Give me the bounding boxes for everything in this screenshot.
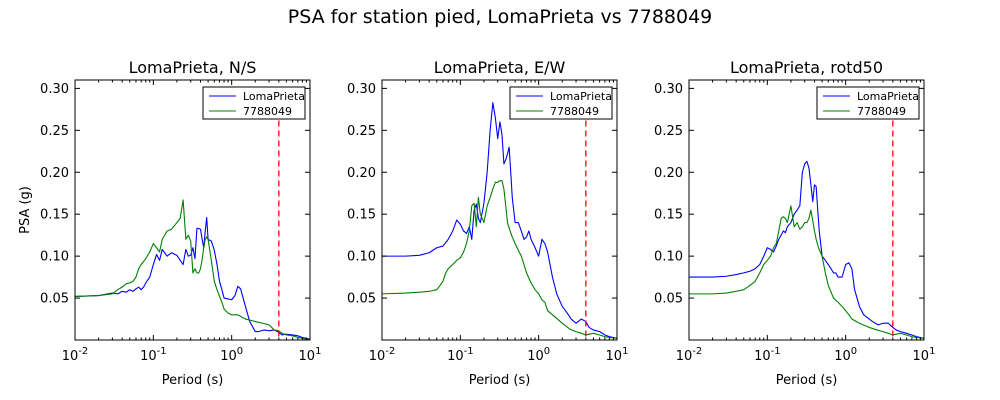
x-tick-label: 10-1 — [447, 346, 474, 364]
y-tick-label: 0.15 — [40, 208, 69, 223]
legend-box — [202, 86, 306, 120]
x-tick-label: 10-2 — [369, 346, 396, 364]
series-line-lomaprieta — [689, 160, 925, 339]
x-tick-label: 100 — [834, 346, 857, 364]
series-line-7788049 — [381, 180, 618, 339]
x-tick-label: 101 — [299, 346, 322, 364]
y-tick-label: 0.10 — [40, 250, 69, 265]
y-tick-label: 0.05 — [654, 292, 683, 307]
y-tick-label: 0.25 — [40, 124, 69, 139]
plot-area: 0.05 0.10 0.15 0.20 0.25 0.30 10-2 10-1 100 101 — [40, 79, 322, 364]
x-axis-label: Period (s) — [776, 373, 838, 388]
legend-label-7788049: 7788049 — [857, 105, 906, 118]
axes-frame — [688, 79, 925, 341]
plot-area: 0.05 0.10 0.15 0.20 0.25 0.30 10-2 10-1 100 101 — [654, 79, 936, 364]
series-line-7788049 — [689, 205, 925, 339]
panel-rotd50: LomaPrieta, rotd50 0.050.100.150.200.250… — [654, 58, 935, 388]
figure-title: PSA for station pied, LomaPrieta vs 7788… — [288, 6, 713, 28]
x-axis-label: Period (s) — [162, 373, 224, 388]
panel-title: LomaPrieta, E/W — [434, 58, 566, 77]
y-tick-label: 0.20 — [347, 166, 376, 181]
axes-frame — [381, 79, 618, 341]
x-tick-label: 100 — [220, 346, 243, 364]
y-axis-label: PSA (g) — [18, 186, 33, 234]
series-line-lomaprieta — [74, 217, 311, 340]
legend-label-7788049: 7788049 — [243, 105, 292, 118]
x-tick-label: 10-2 — [62, 346, 89, 364]
y-tick-label: 0.05 — [347, 292, 376, 307]
y-tick-label: 0.20 — [40, 166, 69, 181]
plot-area: 0.05 0.10 0.15 0.20 0.25 0.30 10-2 10-1 100 101 — [347, 79, 629, 364]
y-tick-label: 0.25 — [654, 124, 683, 139]
y-tick-label: 0.05 — [40, 292, 69, 307]
legend-box — [509, 86, 613, 120]
y-tick-label: 0.30 — [347, 82, 376, 97]
y-tick-label: 0.30 — [40, 82, 69, 97]
legend-label-lomaprieta: LomaPrieta — [550, 90, 612, 103]
y-tick-label: 0.20 — [654, 166, 683, 181]
legend: LomaPrieta 7788049 — [816, 86, 920, 120]
legend-label-lomaprieta: LomaPrieta — [243, 90, 305, 103]
x-tick-label: 101 — [606, 346, 629, 364]
y-tick-label: 0.10 — [654, 250, 683, 265]
y-tick-label: 0.15 — [654, 208, 683, 223]
y-tick-label: 0.10 — [347, 250, 376, 265]
panel-ns: LomaPrieta, N/S 0.05 0.10 0.15 0.20 0.25 0.30… — [18, 58, 321, 388]
y-tick-label: 0.30 — [654, 82, 683, 97]
x-tick-label: 10-1 — [140, 346, 167, 364]
series-line-7788049 — [74, 199, 310, 340]
panel-title: LomaPrieta, rotd50 — [730, 58, 883, 77]
panel-ew: LomaPrieta, E/W 0.05 0.10 0.15 0.20 0.25 0.30… — [347, 58, 628, 388]
legend: LomaPrieta 7788049 — [509, 86, 613, 120]
x-tick-label: 10-1 — [754, 346, 781, 364]
series-line-lomaprieta — [382, 102, 618, 339]
y-tick-label: 0.15 — [347, 208, 376, 223]
panel-title: LomaPrieta, N/S — [129, 58, 257, 77]
legend-label-lomaprieta: LomaPrieta — [857, 90, 919, 103]
x-tick-label: 10-2 — [676, 346, 703, 364]
legend-box — [816, 86, 920, 120]
legend-label-7788049: 7788049 — [550, 105, 599, 118]
x-tick-label: 100 — [527, 346, 550, 364]
y-tick-label: 0.25 — [347, 124, 376, 139]
axes-frame — [74, 79, 311, 341]
legend: LomaPrieta 7788049 — [202, 86, 306, 120]
x-tick-label: 101 — [913, 346, 936, 364]
x-axis-label: Period (s) — [469, 373, 531, 388]
